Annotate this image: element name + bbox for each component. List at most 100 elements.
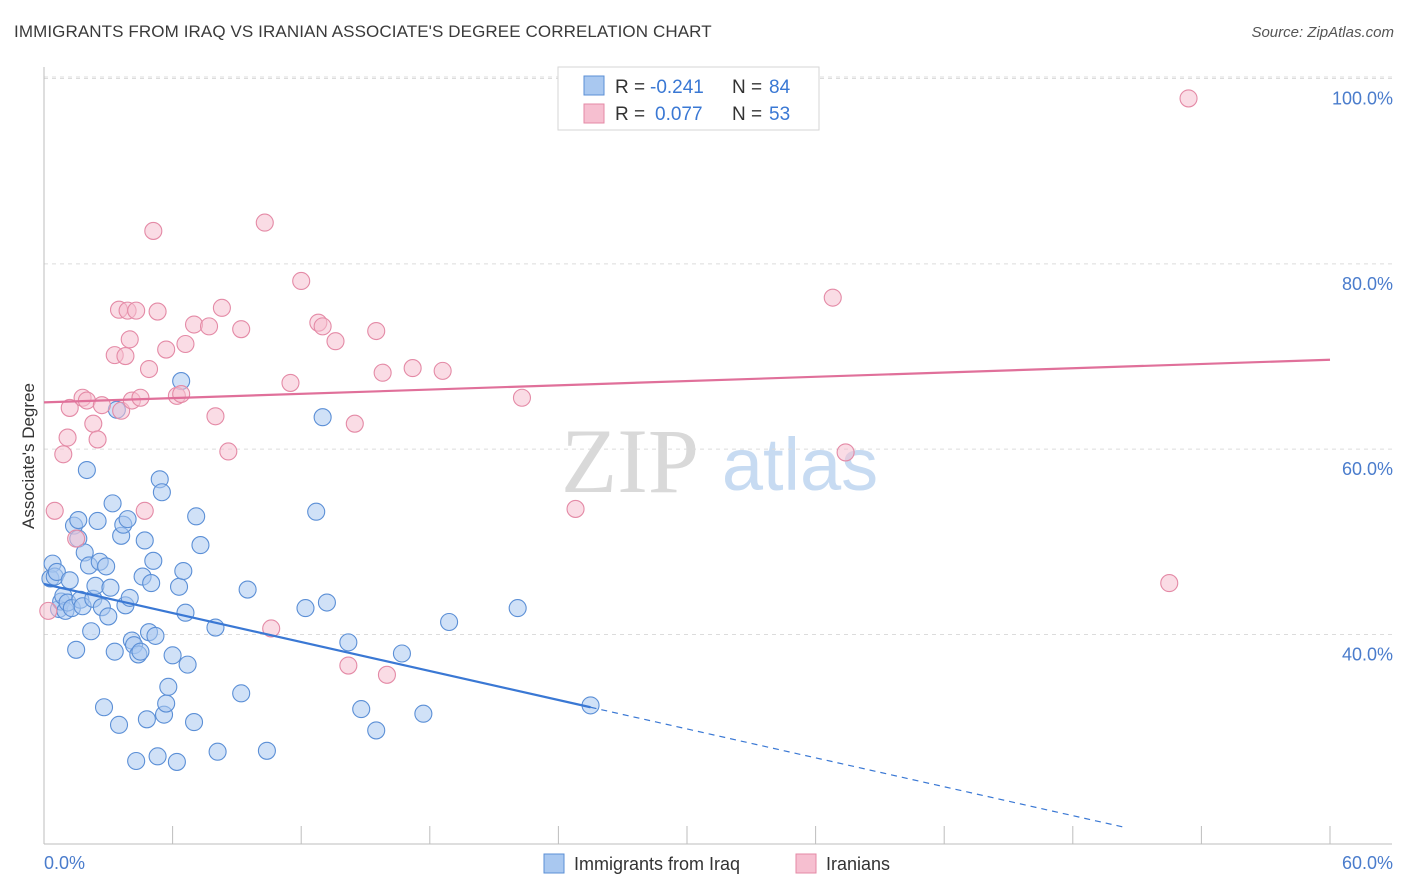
- point-iranians: [212, 298, 231, 317]
- point-iraq: [367, 721, 386, 740]
- point-iraq: [88, 511, 107, 531]
- point-iranians: [232, 320, 251, 339]
- point-iranians: [131, 388, 150, 407]
- point-iraq: [184, 713, 204, 732]
- legend-n-value-iraq: 84: [769, 77, 791, 98]
- point-iranians: [255, 213, 274, 232]
- point-iranians: [54, 445, 73, 464]
- watermark-zip: ZIP: [561, 410, 699, 512]
- point-iranians: [176, 334, 195, 354]
- point-iranians: [116, 346, 135, 366]
- bottom-legend-label-iranians: Iranians: [826, 854, 890, 874]
- watermark-atlas: atlas: [722, 423, 878, 506]
- point-iraq: [232, 684, 251, 703]
- bottom-legend-label-iraq: Immigrants from Iraq: [574, 854, 740, 874]
- point-iraq: [82, 622, 101, 641]
- point-iranians: [45, 501, 64, 520]
- point-iranians: [373, 363, 392, 382]
- point-iraq: [99, 607, 118, 626]
- point-iranians: [836, 443, 855, 462]
- chart-title: IMMIGRANTS FROM IRAQ VS IRANIAN ASSOCIAT…: [14, 22, 712, 41]
- point-iraq: [144, 551, 163, 570]
- point-iranians: [39, 601, 58, 620]
- tick-labels: 40.0% 60.0% 80.0% 100.0% 0.0% 60.0%: [44, 89, 1393, 874]
- trend-line-iraq: [43, 582, 591, 709]
- point-iraq: [339, 633, 358, 652]
- point-iranians: [1160, 574, 1179, 593]
- point-iranians: [339, 656, 358, 675]
- point-iraq: [187, 507, 206, 526]
- point-iranians: [377, 665, 396, 684]
- point-iranians: [512, 388, 532, 407]
- point-iranians: [262, 619, 281, 638]
- x-tick-label: 60.0%: [1342, 853, 1393, 873]
- point-iranians: [326, 332, 345, 351]
- point-iraq: [94, 698, 114, 717]
- point-iranians: [367, 321, 386, 341]
- point-iraq: [47, 562, 66, 582]
- stats-legend: R = -0.241 N = 84 R = 0.077 N = 53: [557, 66, 820, 131]
- point-iraq: [159, 677, 178, 696]
- point-iranians: [345, 414, 364, 433]
- bottom-legend-swatch-iraq: [543, 853, 565, 874]
- point-iraq: [169, 577, 189, 596]
- legend-r-value-iranians: 0.077: [655, 104, 703, 125]
- point-iraq: [69, 511, 88, 530]
- point-iraq: [105, 642, 124, 661]
- point-iraq: [296, 599, 315, 618]
- point-iranians: [433, 361, 452, 380]
- point-iranians: [139, 359, 159, 379]
- point-iraq: [352, 700, 371, 719]
- point-iranians: [88, 430, 107, 449]
- point-iranians: [120, 330, 139, 349]
- point-iranians: [127, 301, 146, 320]
- point-iranians: [148, 302, 167, 321]
- point-iraq: [440, 612, 459, 632]
- y-tick-label: 80.0%: [1342, 274, 1393, 294]
- legend-n-label-iranians: N =: [732, 104, 762, 125]
- point-iraq: [86, 576, 105, 595]
- point-iranians: [206, 407, 225, 426]
- point-iranians: [566, 499, 585, 518]
- point-iraq: [238, 580, 257, 599]
- point-iraq: [178, 655, 197, 674]
- point-iraq: [135, 531, 154, 550]
- point-iraq: [77, 460, 96, 480]
- legend-r-value-iraq: -0.241: [650, 77, 704, 98]
- y-tick-label: 100.0%: [1332, 89, 1393, 109]
- legend-swatch-iraq: [583, 75, 605, 96]
- point-iraq: [103, 494, 122, 513]
- point-iranians: [219, 442, 238, 461]
- point-iranians: [313, 317, 332, 336]
- point-iraq: [109, 715, 129, 734]
- point-iranians: [58, 428, 77, 447]
- series-iranians-points: [39, 89, 1198, 684]
- point-iranians: [403, 359, 422, 378]
- point-iraq: [67, 640, 86, 659]
- point-iraq: [131, 642, 150, 661]
- point-iraq: [152, 483, 171, 502]
- y-tick-label: 60.0%: [1342, 459, 1393, 479]
- point-iraq: [167, 752, 186, 771]
- point-iraq: [157, 694, 176, 713]
- source-label: Source: ZipAtlas.com: [1251, 24, 1394, 41]
- point-iranians: [144, 221, 163, 240]
- point-iraq: [508, 599, 527, 618]
- legend-n-value-iranians: 53: [769, 104, 790, 125]
- point-iraq: [60, 571, 79, 590]
- y-tick-label: 40.0%: [1342, 645, 1393, 665]
- point-iranians: [60, 398, 79, 417]
- gridlines: [44, 76, 1392, 635]
- point-iraq: [257, 741, 276, 760]
- point-iranians: [184, 315, 204, 334]
- point-iraq: [101, 578, 120, 597]
- point-iraq: [146, 626, 165, 645]
- series-iraq-points: [41, 372, 600, 771]
- point-iranians: [281, 373, 300, 392]
- point-iraq: [307, 502, 326, 521]
- legend-r-label-iranians: R =: [615, 104, 645, 125]
- trend-line-iranians: [43, 358, 1331, 404]
- point-iranians: [1179, 89, 1198, 108]
- point-iranians: [292, 271, 311, 291]
- point-iraq: [191, 536, 210, 555]
